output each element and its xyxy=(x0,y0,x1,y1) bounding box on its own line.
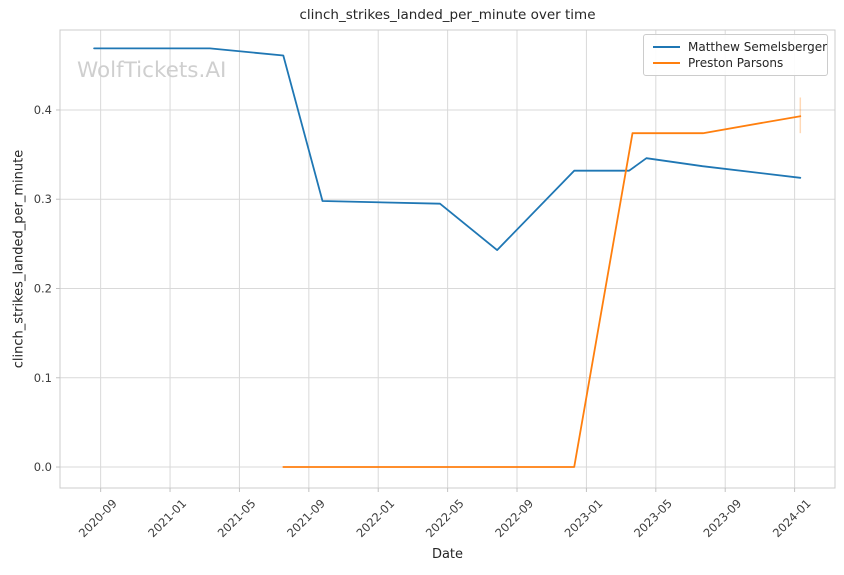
legend-entry-matthew-semelsberger: Matthew Semelsberger xyxy=(653,40,827,54)
x-axis-label: Date xyxy=(431,547,464,562)
x-tick-label: 2021-09 xyxy=(284,496,328,540)
x-tick-label: 2022-01 xyxy=(353,496,397,540)
x-tick-label: 2023-01 xyxy=(562,496,606,540)
x-tick-label: 2023-09 xyxy=(700,496,744,540)
x-tick-label: 2021-01 xyxy=(145,496,189,540)
x-tick-label: 2020-09 xyxy=(76,496,120,540)
x-tick-label: 2023-05 xyxy=(631,496,675,540)
x-tick-label: 2021-05 xyxy=(215,496,259,540)
legend-swatch-blue-line xyxy=(653,46,680,48)
y-axis-label: clinch_strikes_landed_per_minute xyxy=(11,149,27,369)
legend-label: Preston Parsons xyxy=(688,56,784,70)
x-tick-label: 2024-01 xyxy=(770,496,814,540)
watermark: WolfTickets.AI xyxy=(77,58,226,83)
x-tick-label: 2022-09 xyxy=(492,496,536,540)
series-line-preston-parsons xyxy=(282,115,802,468)
y-tick-label: 0.1 xyxy=(34,371,52,385)
legend-entry-preston-parsons: Preston Parsons xyxy=(653,56,818,70)
y-tick-label: 0.4 xyxy=(34,103,52,117)
legend: Matthew Semelsberger Preston Parsons xyxy=(643,34,828,76)
y-tick-label: 0.2 xyxy=(34,282,52,296)
chart-title: clinch_strikes_landed_per_minute over ti… xyxy=(299,7,596,23)
legend-label: Matthew Semelsberger xyxy=(688,40,828,54)
legend-swatch-orange-line xyxy=(653,62,680,64)
y-tick-label: 0.3 xyxy=(34,192,52,206)
series-line-matthew-semelsberger xyxy=(93,47,802,252)
y-tick-label: 0.0 xyxy=(34,460,52,474)
x-tick-label: 2022-05 xyxy=(423,496,467,540)
